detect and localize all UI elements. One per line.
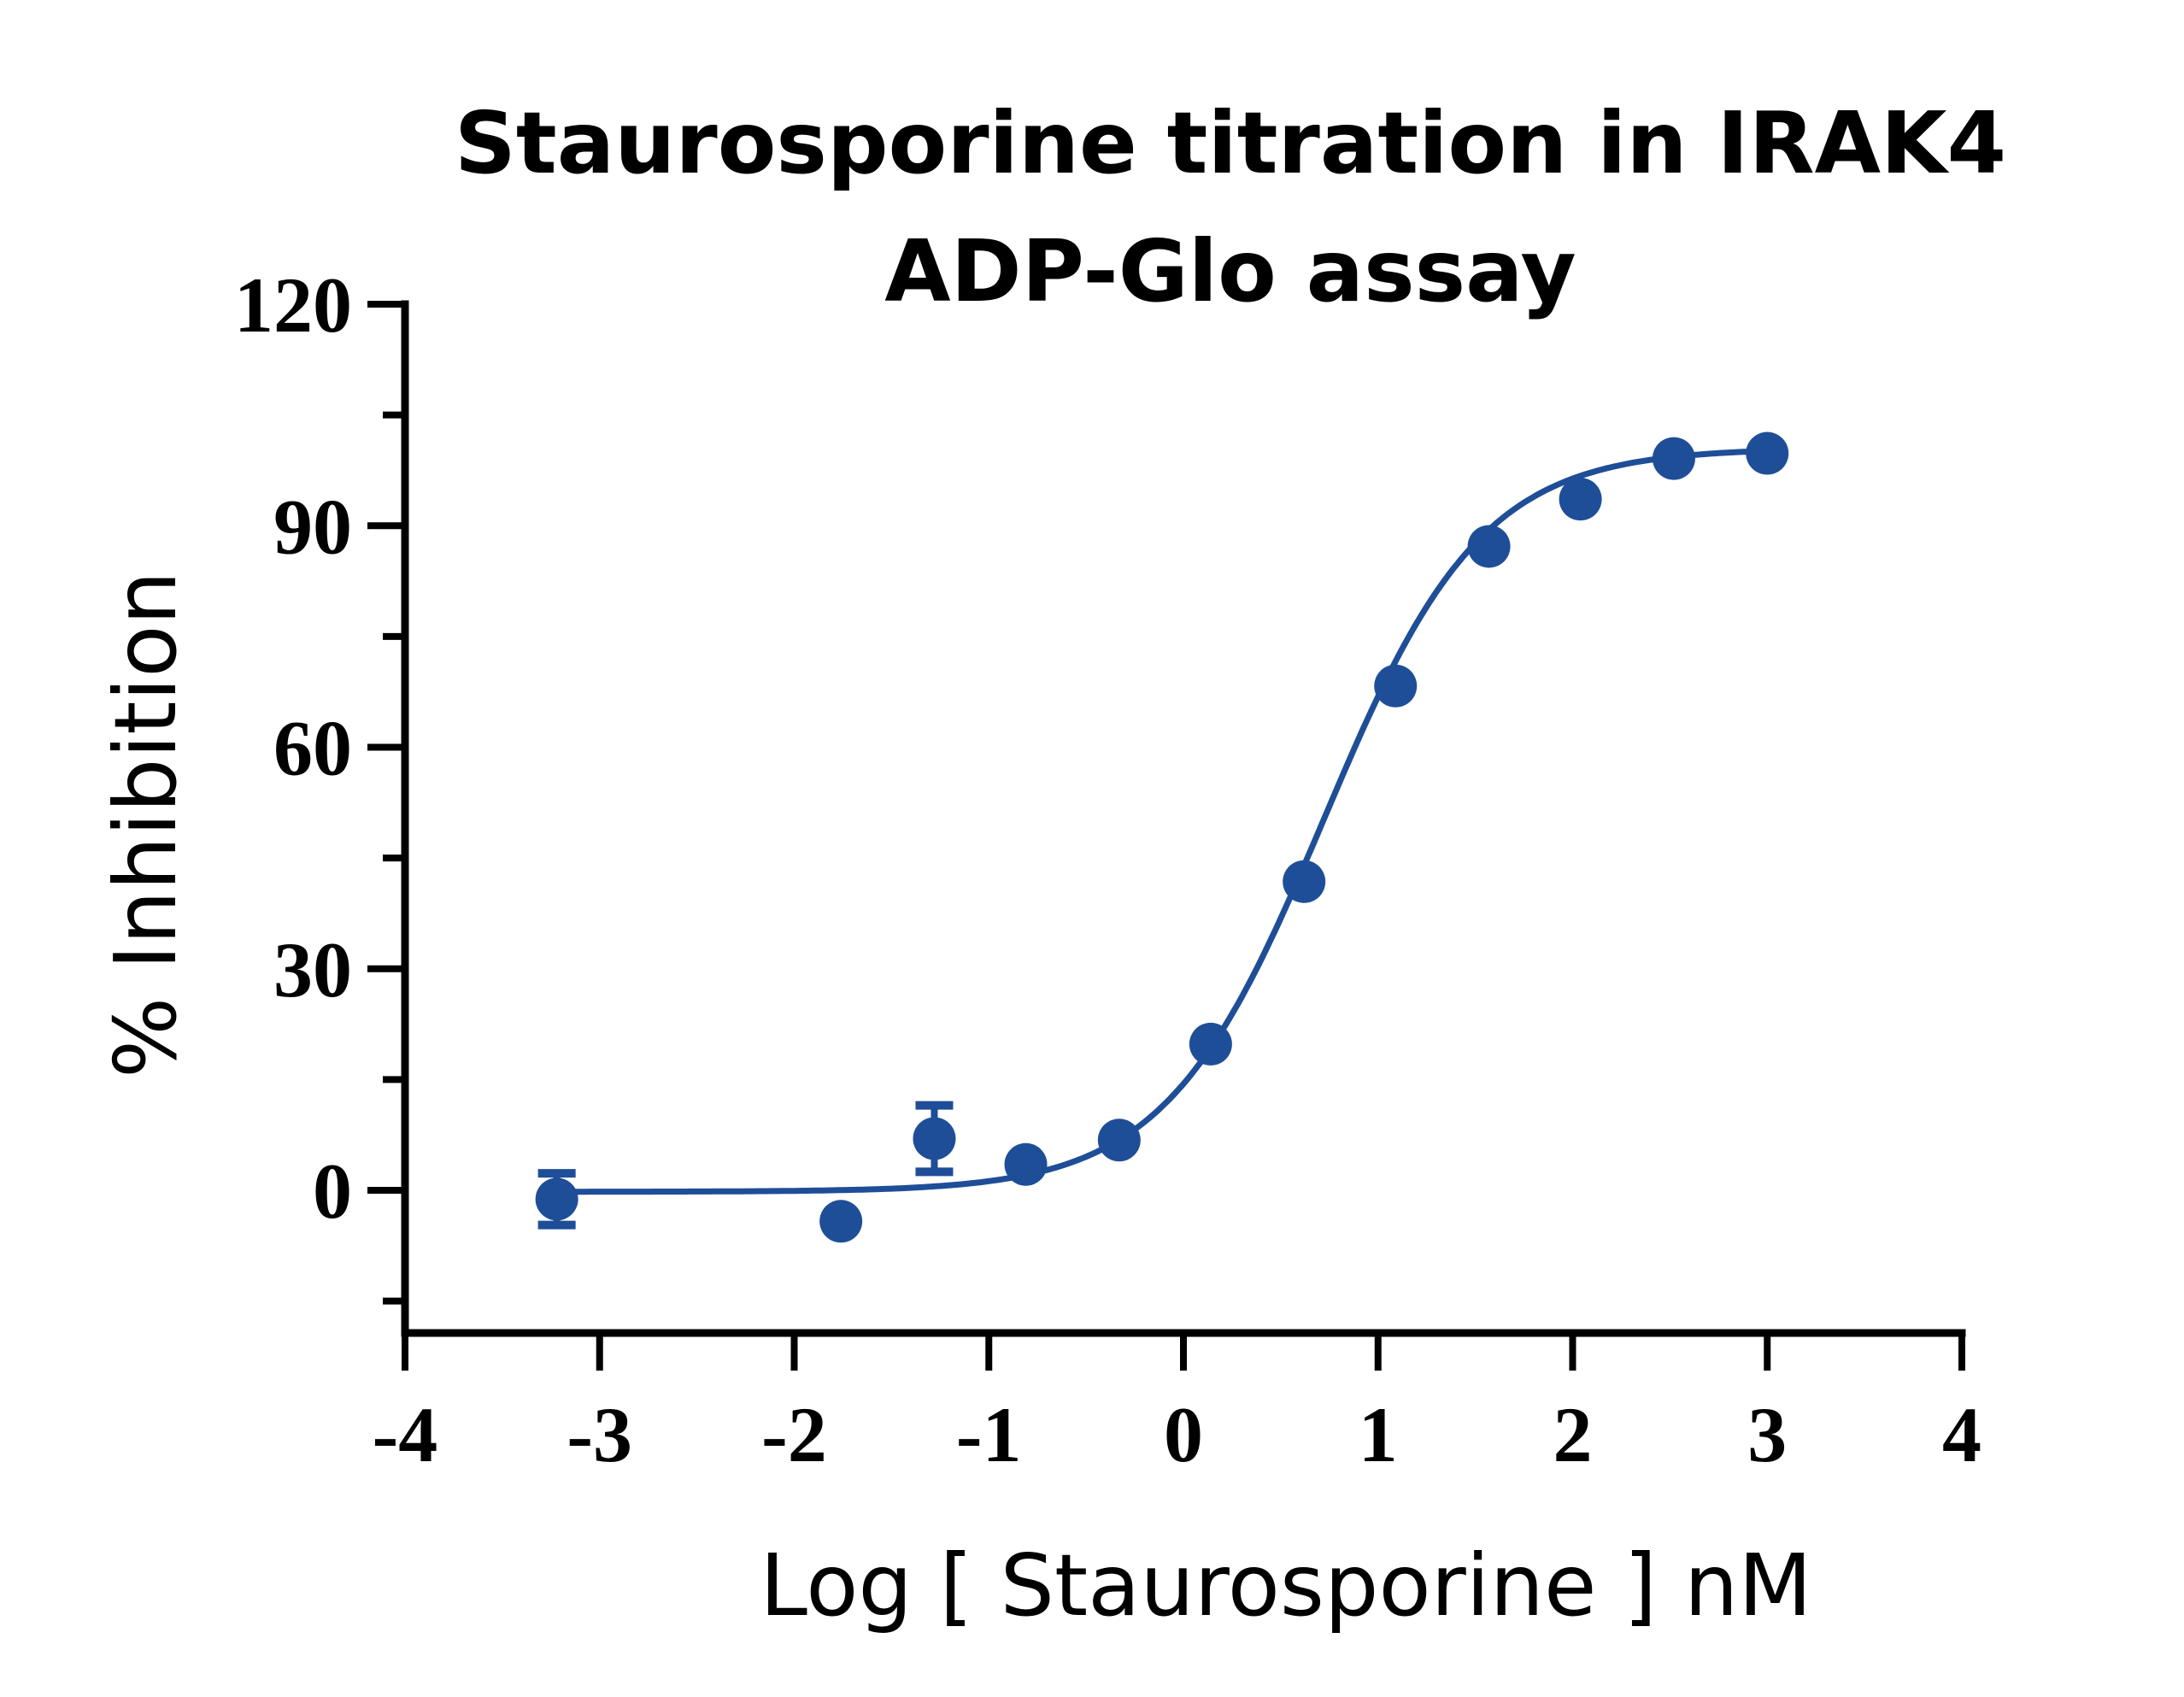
data-point bbox=[1283, 860, 1326, 903]
fit-curve-layer bbox=[556, 448, 1768, 1195]
x-axis-label: Log [ Staurosporine ] nM bbox=[760, 1536, 1811, 1635]
data-point bbox=[1746, 432, 1789, 475]
x-tick-label: 3 bbox=[1747, 1391, 1787, 1478]
data-point bbox=[1652, 437, 1695, 480]
data-point bbox=[1559, 478, 1602, 521]
y-tick-label: 30 bbox=[273, 926, 352, 1013]
y-axis-label: % Inhibition bbox=[96, 571, 196, 1078]
fit-curve bbox=[556, 448, 1768, 1195]
data-point bbox=[535, 1177, 578, 1221]
data-point bbox=[819, 1200, 863, 1243]
x-tick-label: -3 bbox=[567, 1391, 632, 1478]
x-tick-label: 2 bbox=[1553, 1391, 1593, 1478]
data-point bbox=[1467, 525, 1511, 568]
y-tick-label: 90 bbox=[273, 483, 352, 570]
x-tick-label: -1 bbox=[956, 1391, 1022, 1478]
x-tick-label: -2 bbox=[761, 1391, 827, 1478]
x-tick-label: 4 bbox=[1942, 1391, 1981, 1478]
data-point bbox=[913, 1117, 956, 1160]
data-point bbox=[1004, 1142, 1048, 1186]
chart-title-line-1: Staurosporine titration in IRAK4 bbox=[455, 93, 2006, 193]
data-points-layer bbox=[535, 432, 1789, 1243]
data-point bbox=[1097, 1119, 1141, 1162]
y-tick-label: 0 bbox=[313, 1148, 352, 1235]
data-point bbox=[1189, 1022, 1232, 1066]
y-tick-label: 120 bbox=[234, 261, 352, 349]
y-tick-label: 60 bbox=[273, 705, 352, 792]
y-axis: 0 30 60 90 120 bbox=[234, 261, 409, 1337]
x-tick-label: -4 bbox=[373, 1391, 438, 1478]
x-axis: -4 -3 -2 -1 0 1 2 3 4 bbox=[373, 1329, 1981, 1478]
chart-title-line-2: ADP-Glo assay bbox=[884, 221, 1576, 321]
x-tick-label: 1 bbox=[1359, 1391, 1398, 1478]
x-tick-label: 0 bbox=[1164, 1391, 1203, 1478]
data-point bbox=[1374, 664, 1418, 708]
